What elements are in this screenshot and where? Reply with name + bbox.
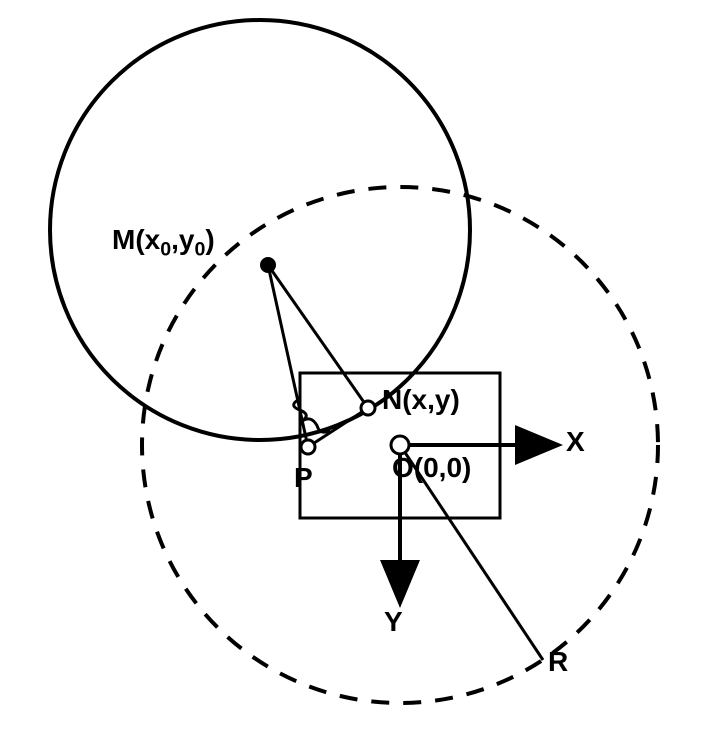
label-O: O(0,0) <box>392 452 471 484</box>
point-N <box>361 401 375 415</box>
label-R: R <box>548 646 568 678</box>
point-M <box>260 257 276 273</box>
label-M: M(x0,y0) <box>112 224 215 262</box>
label-X: X <box>566 426 585 458</box>
label-P: P <box>294 462 313 494</box>
point-P <box>301 440 315 454</box>
geometry-diagram <box>0 0 726 736</box>
label-Y: Y <box>384 606 403 638</box>
label-N: N(x,y) <box>382 384 460 416</box>
